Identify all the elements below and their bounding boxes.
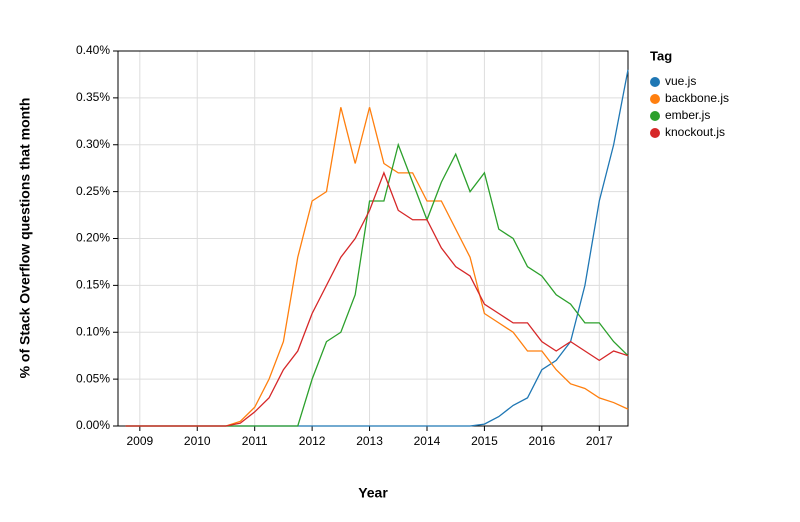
legend-symbol	[650, 111, 660, 121]
legend-label: ember.js	[665, 108, 710, 122]
line-series	[125, 171, 629, 427]
y-tick-label: 0.20%	[76, 231, 110, 245]
legend-title: Tag	[650, 48, 672, 63]
x-tick-label: 2012	[299, 434, 326, 448]
y-axis-label: % of Stack Overflow questions that month	[17, 98, 33, 379]
y-tick-label: 0.10%	[76, 324, 110, 338]
legend-symbol	[650, 94, 660, 104]
line-series	[125, 69, 629, 427]
x-tick-label: 2015	[471, 434, 498, 448]
x-axis-label: Year	[358, 485, 388, 501]
y-tick-label: 0.15%	[76, 278, 110, 292]
line-series	[125, 107, 629, 427]
y-tick-label: 0.30%	[76, 137, 110, 151]
legend-label: backbone.js	[665, 91, 729, 105]
y-tick-label: 0.25%	[76, 184, 110, 198]
legend-symbol	[650, 128, 660, 138]
legend-symbol	[650, 77, 660, 87]
legend-label: knockout.js	[665, 125, 725, 139]
x-tick-label: 2009	[126, 434, 153, 448]
y-tick-label: 0.00%	[76, 418, 110, 432]
x-tick-label: 2016	[528, 434, 555, 448]
x-tick-label: 2013	[356, 434, 383, 448]
y-tick-label: 0.05%	[76, 371, 110, 385]
y-tick-label: 0.40%	[76, 43, 110, 57]
legend-label: vue.js	[665, 74, 696, 88]
y-tick-label: 0.35%	[76, 90, 110, 104]
x-tick-label: 2014	[414, 434, 441, 448]
x-tick-label: 2010	[184, 434, 211, 448]
x-tick-label: 2011	[242, 434, 268, 448]
x-tick-label: 2017	[586, 434, 613, 448]
